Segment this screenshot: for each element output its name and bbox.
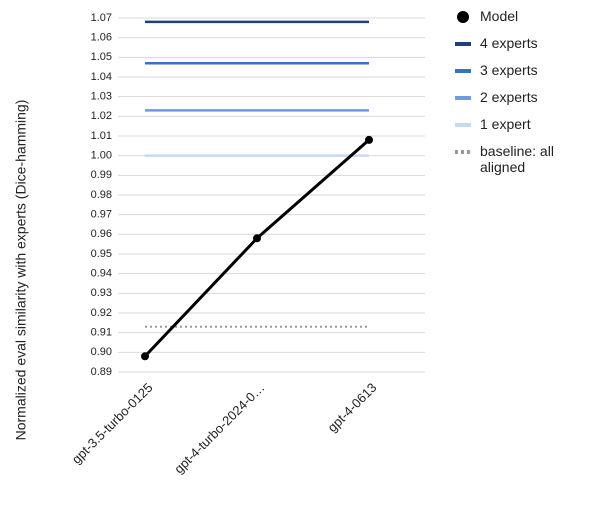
y-tick-label: 0.98 xyxy=(91,189,112,201)
y-tick-label: 1.05 xyxy=(91,51,112,63)
legend-label: 4 experts xyxy=(480,35,538,51)
data-point xyxy=(141,352,149,361)
legend-swatch xyxy=(455,69,471,73)
y-tick-label: 1.07 xyxy=(91,12,112,24)
x-tick-label: gpt-4-0613 xyxy=(324,380,379,435)
data-point xyxy=(365,135,373,144)
legend-swatch xyxy=(455,123,471,127)
x-tick-label: gpt-3.5-turbo-0125 xyxy=(69,380,156,467)
y-tick-label: 0.99 xyxy=(91,169,112,181)
legend-item: 1 expert xyxy=(452,116,592,134)
y-tick-label: 0.97 xyxy=(91,209,112,221)
legend-item: 3 experts xyxy=(452,62,592,80)
legend-item: baseline: all aligned xyxy=(452,143,592,175)
legend-swatch xyxy=(455,42,471,46)
y-tick-label: 0.92 xyxy=(91,307,112,319)
y-tick-label: 0.91 xyxy=(91,327,112,339)
y-tick-label: 0.93 xyxy=(91,287,112,299)
y-tick-label: 0.94 xyxy=(91,268,112,280)
y-tick-label: 1.01 xyxy=(91,130,112,142)
y-axis-title: Normalized eval similarity with experts … xyxy=(13,100,29,441)
legend-label: Model xyxy=(480,8,519,24)
data-point xyxy=(253,234,261,243)
legend-label: 3 experts xyxy=(480,62,538,78)
legend-item: 4 experts xyxy=(452,35,592,53)
y-tick-label: 0.95 xyxy=(91,248,112,260)
legend-swatch xyxy=(457,11,469,23)
legend-label: 1 expert xyxy=(480,116,531,132)
legend-item: 2 experts xyxy=(452,89,592,107)
legend-swatch xyxy=(455,150,471,154)
legend-item: Model xyxy=(452,8,592,26)
legend-label: 2 experts xyxy=(480,89,538,105)
y-tick-label: 1.03 xyxy=(91,91,112,103)
legend-label: baseline: all aligned xyxy=(480,143,554,175)
legend: Model 4 experts 3 experts 2 experts 1 expert… xyxy=(452,8,592,184)
model-line xyxy=(143,138,370,358)
y-tick-label: 1.06 xyxy=(91,32,112,44)
x-tick-label: gpt-4-turbo-2024-0… xyxy=(171,380,267,476)
y-tick-label: 0.96 xyxy=(91,228,112,240)
legend-swatch xyxy=(455,96,471,100)
y-tick-label: 1.02 xyxy=(91,110,112,122)
y-tick-label: 0.89 xyxy=(91,366,112,378)
y-tick-label: 0.90 xyxy=(91,346,112,358)
y-tick-label: 1.00 xyxy=(91,150,112,162)
y-tick-label: 1.04 xyxy=(91,71,112,83)
